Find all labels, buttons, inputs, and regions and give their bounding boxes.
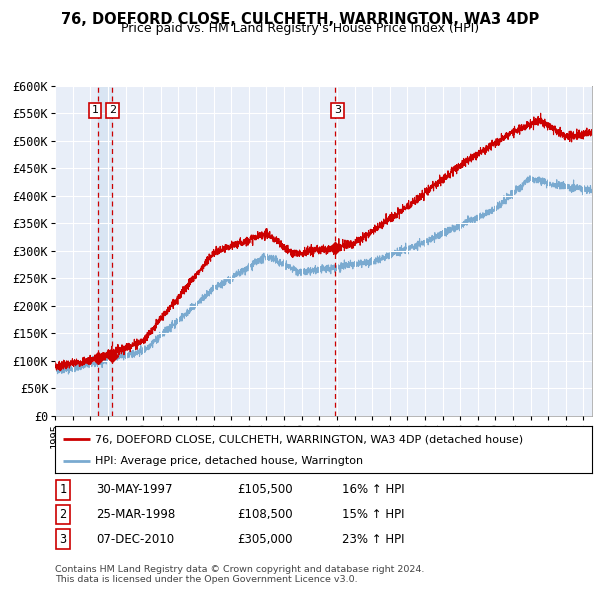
Text: 2: 2	[59, 508, 67, 521]
Text: £305,000: £305,000	[237, 533, 293, 546]
Text: Price paid vs. HM Land Registry's House Price Index (HPI): Price paid vs. HM Land Registry's House …	[121, 22, 479, 35]
Text: £108,500: £108,500	[237, 508, 293, 521]
Text: 30-MAY-1997: 30-MAY-1997	[96, 483, 173, 496]
Text: 16% ↑ HPI: 16% ↑ HPI	[342, 483, 404, 496]
Text: 1: 1	[91, 106, 98, 115]
Text: 25-MAR-1998: 25-MAR-1998	[96, 508, 175, 521]
Text: 23% ↑ HPI: 23% ↑ HPI	[342, 533, 404, 546]
Text: 07-DEC-2010: 07-DEC-2010	[96, 533, 174, 546]
Text: 76, DOEFORD CLOSE, CULCHETH, WARRINGTON, WA3 4DP (detached house): 76, DOEFORD CLOSE, CULCHETH, WARRINGTON,…	[95, 434, 524, 444]
Text: 2: 2	[109, 106, 116, 115]
Text: HPI: Average price, detached house, Warrington: HPI: Average price, detached house, Warr…	[95, 457, 364, 466]
Text: 15% ↑ HPI: 15% ↑ HPI	[342, 508, 404, 521]
Text: £105,500: £105,500	[237, 483, 293, 496]
Text: 76, DOEFORD CLOSE, CULCHETH, WARRINGTON, WA3 4DP: 76, DOEFORD CLOSE, CULCHETH, WARRINGTON,…	[61, 12, 539, 27]
Text: 3: 3	[334, 106, 341, 115]
Bar	[98, 86, 112, 416]
Text: 1: 1	[59, 483, 67, 496]
Text: Contains HM Land Registry data © Crown copyright and database right 2024.
This d: Contains HM Land Registry data © Crown c…	[55, 565, 425, 584]
Text: 3: 3	[59, 533, 67, 546]
